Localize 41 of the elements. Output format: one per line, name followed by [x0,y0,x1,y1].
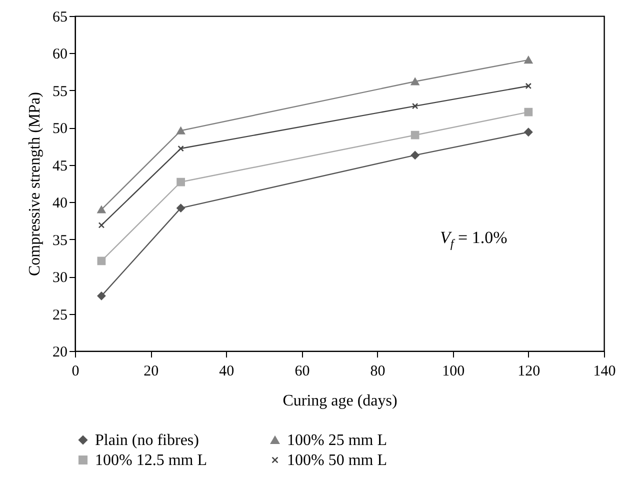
point [410,151,420,160]
x-tick-label: 0 [72,364,80,380]
y-tick-label: 50 [52,121,68,138]
point [176,126,185,134]
x-axis-title: Curing age (days) [282,392,398,410]
legend-label: Plain (no fibres) [95,432,199,449]
y-tick-label: 30 [52,270,68,286]
x-tick-label: 60 [294,364,310,380]
point [524,128,533,136]
y-tick-label: 40 [52,196,68,212]
y-tick-label: 25 [52,307,68,324]
point [97,256,106,266]
legend-label: 100% 50 mm L [287,452,387,469]
x-tick-label: 100 [442,364,465,380]
point [97,292,106,300]
y-tick-label: 45 [52,158,68,174]
point [97,206,106,214]
point [178,145,184,152]
annotation: V$_{f}$ = 1.0% [440,228,508,252]
y-tick-label: 55 [52,84,68,100]
x-tick-label: 120 [518,364,540,380]
point [98,222,105,228]
y-tick-label: 60 [52,46,68,63]
point [525,82,532,90]
y-tick-label: 35 [52,232,68,249]
point [176,204,185,212]
y-tick-label: 20 [52,344,68,360]
x-tick-label: 20 [144,364,159,380]
x-tick-label: 140 [593,364,616,380]
point [524,56,533,64]
y-tick-label: 65 [52,10,68,26]
point [412,102,418,110]
point [410,130,420,140]
x-tick-label: 40 [219,364,234,380]
point [410,78,420,86]
legend-label: 100% 12.5 mm L [95,452,207,469]
legend-label: 100% 25 mm L [287,432,387,449]
x-tick-label: 80 [370,364,386,380]
y-axis-title: Compressive strength (MPa) [26,92,44,276]
point [176,178,185,186]
point [524,108,533,116]
